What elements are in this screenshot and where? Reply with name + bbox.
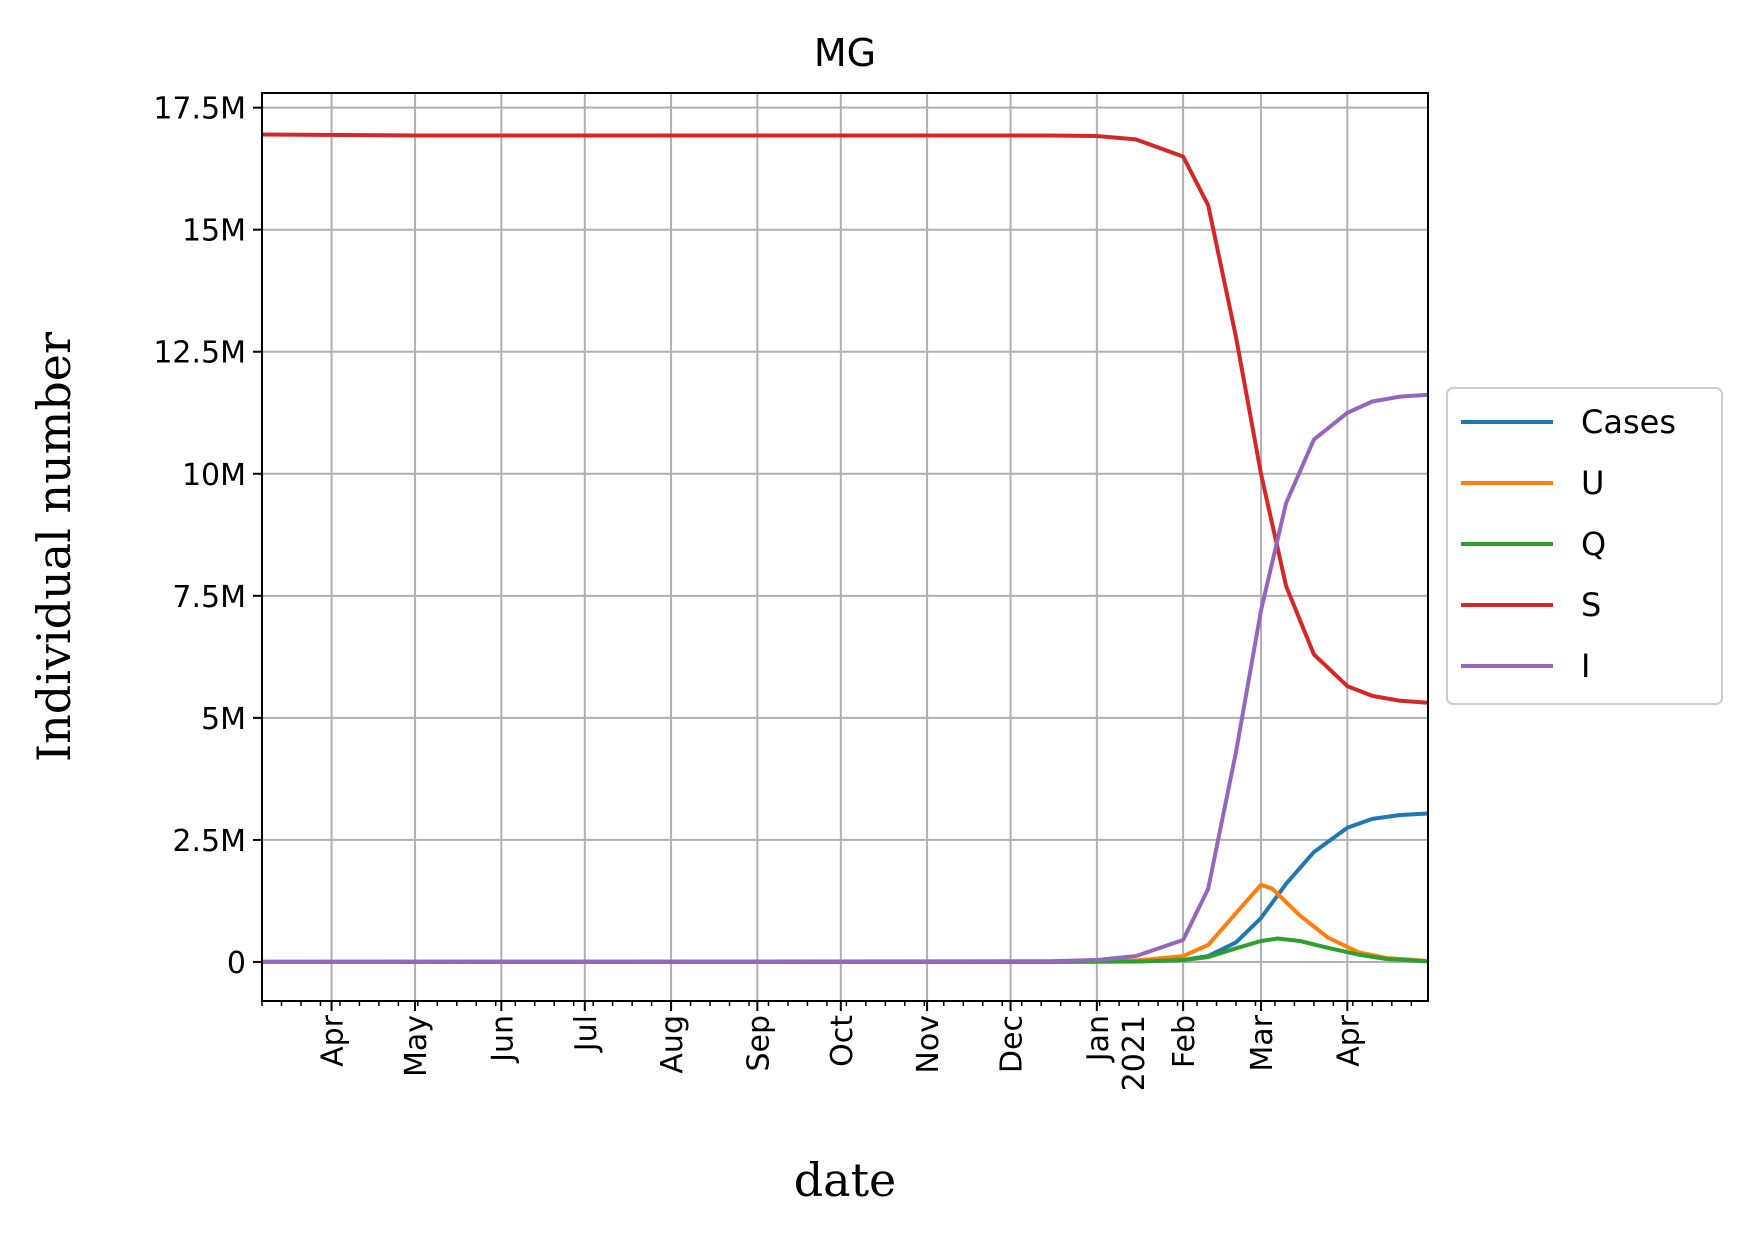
y-tick-label: 0: [227, 946, 246, 981]
y-axis: 0 2.5M 5M 7.5M 10M 12.5M 15M 17.5M: [153, 92, 262, 981]
chart-title: MG: [814, 31, 876, 75]
y-axis-label: Individual number: [27, 332, 81, 762]
grid: [262, 93, 1428, 1001]
x-tick-label-line: Oct: [825, 1015, 860, 1067]
plot-frame: [261, 92, 1429, 1002]
x-tick-label-line: Jun: [485, 1015, 520, 1064]
x-tick-label-line: Jan: [1081, 1015, 1116, 1063]
x-tick-label-line: 2021: [1117, 1015, 1152, 1091]
x-tick-label: May: [399, 1015, 434, 1077]
y-tick-label: 7.5M: [172, 580, 246, 615]
x-tick-label: Jan2021: [1081, 1015, 1152, 1091]
x-tick-label-line: Nov: [911, 1015, 946, 1074]
legend-label-cases: Cases: [1581, 403, 1676, 441]
x-tick-label-line: Apr: [1331, 1014, 1366, 1067]
x-tick-label: Dec: [995, 1015, 1030, 1073]
x-axis: Apr May Jun Jul Aug Sep Oct Nov Dec Jan2021 Feb Mar…: [261, 1001, 1413, 1091]
y-tick-label: 10M: [182, 458, 246, 493]
x-tick-label: Mar: [1245, 1014, 1280, 1071]
series-layer: [261, 132, 1429, 964]
x-tick-label: Apr: [1331, 1014, 1366, 1067]
x-tick-label-line: Jul: [569, 1015, 604, 1053]
y-tick-label: 17.5M: [153, 92, 246, 127]
x-tick-label: Jul: [569, 1015, 604, 1053]
x-tick-label-line: Apr: [316, 1014, 351, 1067]
legend-label-i: I: [1581, 647, 1590, 685]
series-line-s: [261, 132, 1429, 705]
series-line-i: [261, 392, 1429, 964]
x-tick-label: Feb: [1167, 1015, 1202, 1068]
x-tick-label: Nov: [911, 1015, 946, 1074]
x-axis-label: date: [794, 1153, 897, 1207]
y-tick-label: 2.5M: [172, 824, 246, 859]
x-tick-label: Aug: [655, 1015, 690, 1074]
x-tick-label-line: Feb: [1167, 1015, 1202, 1068]
x-tick-label-line: Mar: [1245, 1014, 1280, 1071]
x-tick-label-line: Aug: [655, 1015, 690, 1074]
x-tick-label: Apr: [316, 1014, 351, 1067]
x-tick-label-line: Sep: [741, 1015, 776, 1072]
x-tick-label-line: May: [399, 1015, 434, 1077]
legend-box: [1446, 387, 1723, 705]
legend-label-s: S: [1581, 586, 1601, 624]
legend-label-q: Q: [1581, 525, 1606, 563]
x-tick-label: Oct: [825, 1015, 860, 1067]
series-line-q: [262, 936, 1429, 964]
x-tick-label: Jun: [485, 1015, 520, 1064]
y-tick-label: 15M: [182, 214, 246, 249]
x-tick-label: Sep: [741, 1015, 776, 1072]
y-tick-label: 12.5M: [153, 336, 246, 371]
y-tick-label: 5M: [201, 702, 246, 737]
legend-label-u: U: [1581, 464, 1604, 502]
x-tick-label-line: Dec: [995, 1015, 1030, 1073]
